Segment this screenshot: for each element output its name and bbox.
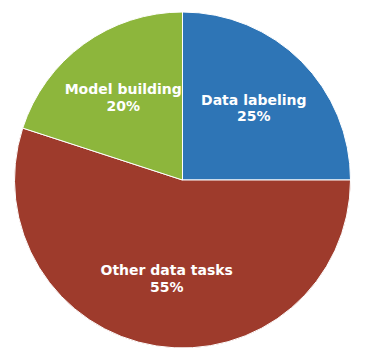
svg-text:Model building20%: Model building20%	[65, 81, 182, 114]
svg-text:Other data tasks55%: Other data tasks55%	[101, 262, 233, 295]
svg-text:Data labeling25%: Data labeling25%	[201, 92, 306, 125]
